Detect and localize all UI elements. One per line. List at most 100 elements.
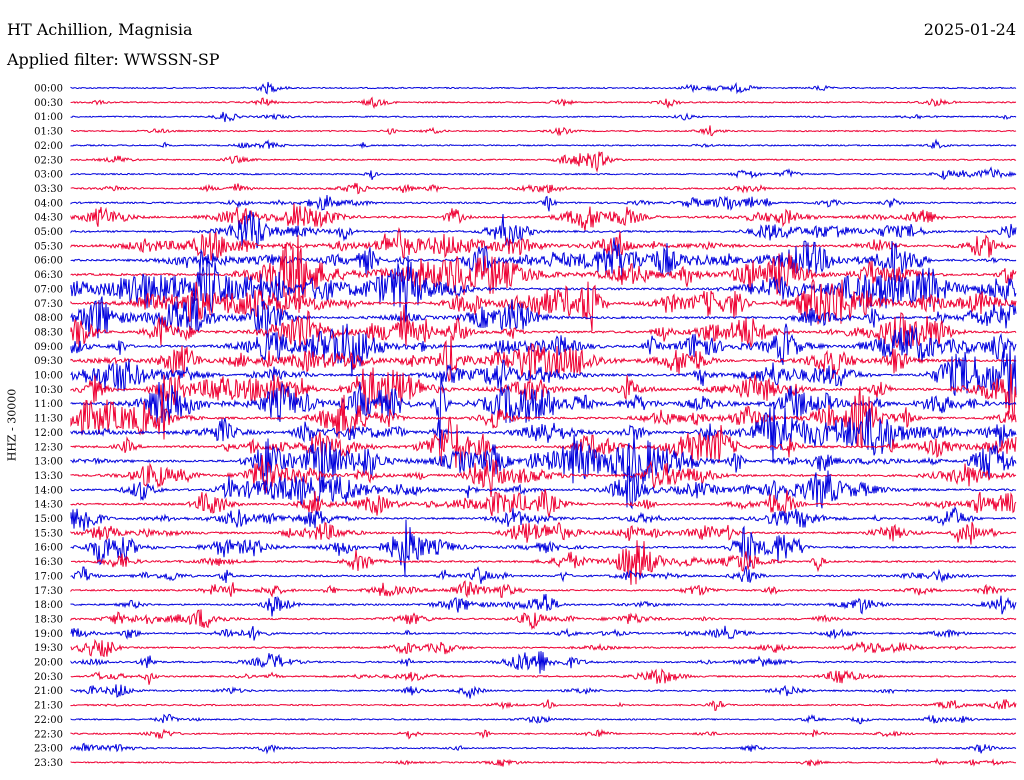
tick-label: 07:00	[34, 284, 63, 295]
trace-line	[70, 335, 1017, 384]
trace-line	[70, 255, 1017, 322]
trace-line	[70, 227, 1017, 261]
tick-label-group: 00:00 00:30 01:00 01:30 02:00 02:30 03:00 03:30…	[34, 84, 63, 769]
tick-label: 19:30	[34, 643, 63, 654]
trace-line	[70, 699, 1017, 711]
tick-label: 01:30	[34, 127, 63, 138]
trace-line	[70, 684, 1017, 699]
tick-label: 17:00	[34, 571, 63, 582]
trace-line	[70, 728, 1017, 740]
trace-line	[70, 345, 1017, 408]
tick-label: 20:00	[34, 658, 63, 669]
trace-line	[70, 151, 1017, 173]
tick-label: 04:00	[34, 198, 63, 209]
trace-line	[70, 742, 1017, 755]
tick-label: 04:30	[34, 213, 63, 224]
tick-label: 07:30	[34, 299, 63, 310]
trace-line	[70, 292, 1017, 339]
trace-line	[70, 593, 1017, 617]
tick-label: 10:30	[34, 385, 63, 396]
trace-line	[70, 519, 1016, 576]
tick-label: 09:30	[34, 356, 63, 367]
trace-line	[70, 81, 1017, 95]
tick-label: 00:30	[34, 98, 63, 109]
trace-line	[70, 182, 1017, 195]
tick-label: 15:30	[34, 528, 63, 539]
trace-line	[70, 111, 1017, 123]
tick-label: 11:30	[34, 414, 63, 425]
trace-line	[70, 651, 1017, 674]
trace-line	[70, 625, 1016, 641]
trace-line	[70, 372, 1017, 434]
trace-line	[70, 278, 1017, 332]
tick-label: 21:30	[34, 701, 63, 712]
trace-line	[70, 304, 1017, 349]
tick-label: 15:00	[34, 514, 63, 525]
trace-line	[70, 237, 1017, 281]
tick-label: 13:30	[34, 471, 63, 482]
tick-label: 02:30	[34, 155, 63, 166]
tick-label: 22:30	[34, 729, 63, 740]
trace-line	[70, 235, 1017, 313]
trace-line	[70, 580, 1017, 599]
tick-label: 08:00	[34, 313, 63, 324]
trace-line	[70, 713, 1017, 725]
trace-line	[70, 488, 1017, 518]
trace-line	[70, 565, 1017, 584]
trace-line	[70, 401, 1017, 462]
tick-label: 06:00	[34, 256, 63, 267]
trace-line	[70, 609, 1017, 631]
trace-line	[70, 125, 1017, 137]
trace-line	[70, 434, 1017, 494]
trace-line	[70, 96, 1017, 110]
tick-label: 06:30	[34, 270, 63, 281]
trace-line	[70, 386, 1017, 449]
trace-group	[70, 81, 1017, 767]
trace-line	[70, 364, 1017, 421]
tick-label: 03:00	[34, 170, 63, 181]
trace-line	[70, 506, 1017, 531]
tick-label: 10:00	[34, 371, 63, 382]
tick-label: 12:30	[34, 442, 63, 453]
tick-label: 20:30	[34, 672, 63, 683]
trace-line	[70, 210, 1017, 249]
tick-label: 09:00	[34, 342, 63, 353]
trace-line	[70, 465, 1017, 510]
tick-label: 21:00	[34, 686, 63, 697]
tick-label: 14:30	[34, 500, 63, 511]
trace-line	[70, 521, 1017, 545]
tick-label: 01:00	[34, 112, 63, 123]
trace-line	[70, 454, 1017, 498]
tick-label: 03:30	[34, 184, 63, 195]
filter-label: Applied filter: WWSSN-SP	[7, 50, 220, 69]
trace-line	[70, 203, 1017, 232]
trace-line	[70, 668, 1017, 685]
tick-label: 00:00	[34, 84, 63, 95]
tick-label: 23:00	[34, 744, 63, 755]
tick-label: 02:00	[34, 141, 63, 152]
trace-line	[70, 638, 1017, 658]
tick-label: 11:00	[34, 399, 63, 410]
tick-label: 16:30	[34, 557, 63, 568]
trace-line	[70, 195, 1017, 212]
tick-label: 12:00	[34, 428, 63, 439]
station-title: HT Achillion, Magnisia	[7, 20, 193, 39]
tick-label: 14:00	[34, 485, 63, 496]
tick-label: 17:30	[34, 586, 63, 597]
trace-line	[70, 757, 1017, 767]
trace-line	[70, 138, 1017, 150]
trace-line	[70, 416, 1017, 468]
tick-label: 18:00	[34, 600, 63, 611]
tick-label: 16:00	[34, 543, 63, 554]
date-label: 2025-01-24	[923, 20, 1016, 39]
trace-line	[70, 540, 1017, 585]
trace-line	[70, 166, 1017, 181]
tick-label: 13:00	[34, 457, 63, 468]
tick-label: 08:30	[34, 327, 63, 338]
tick-label: 22:00	[34, 715, 63, 726]
tick-label: 19:00	[34, 629, 63, 640]
tick-label: 23:30	[34, 758, 63, 769]
tick-label: 05:30	[34, 241, 63, 252]
tick-label: 05:00	[34, 227, 63, 238]
